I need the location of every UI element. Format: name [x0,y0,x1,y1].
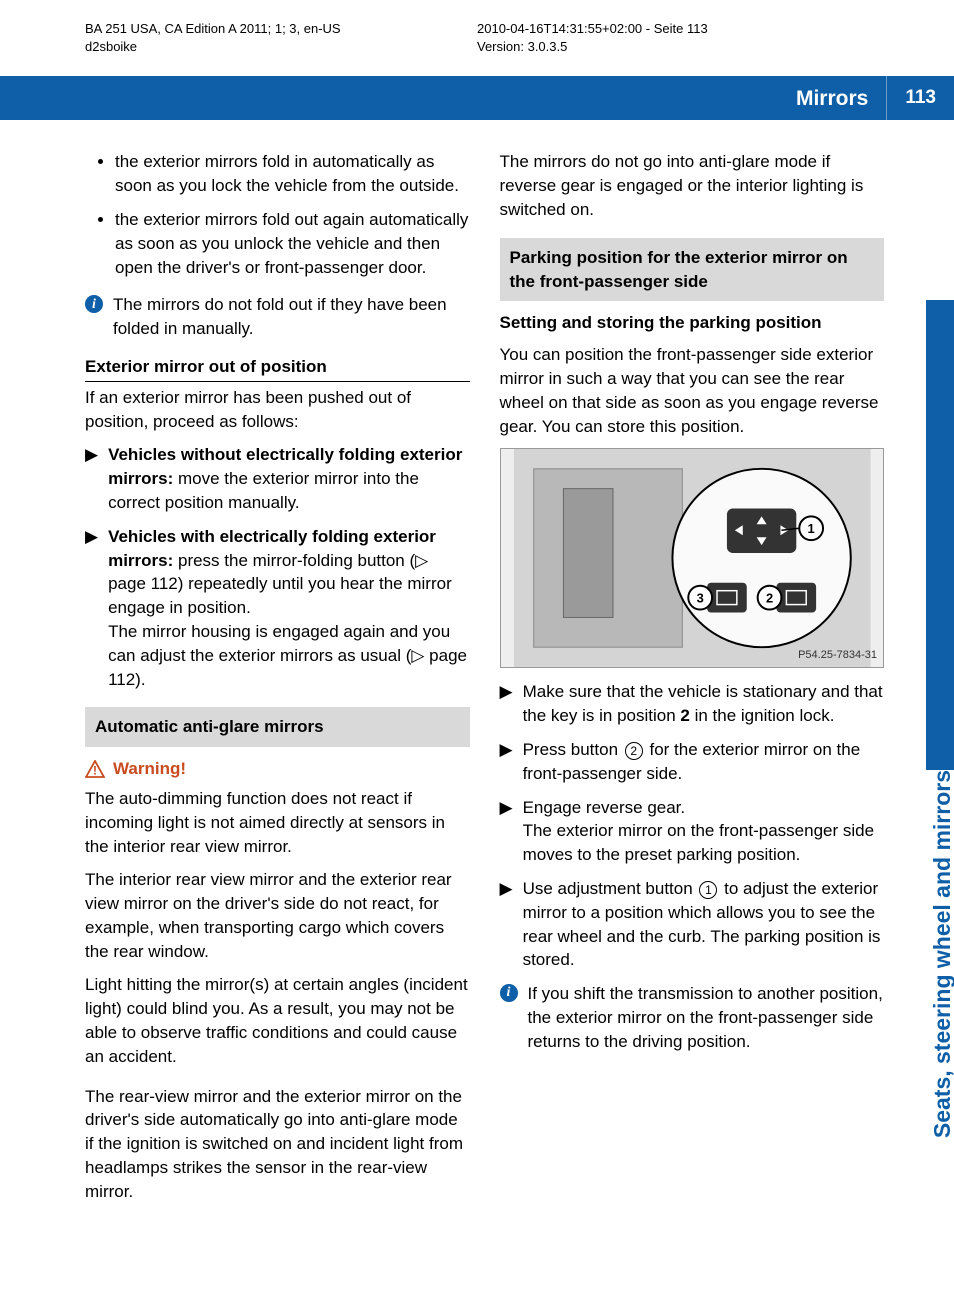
subheading: Setting and storing the parking position [500,311,885,335]
bullet-item: the exterior mirrors fold out again auto… [115,208,470,279]
page-header: Mirrors 113 [0,76,954,120]
triangle-icon: ▶ [500,796,513,867]
step-rest: press the mirror-folding button (▷ page … [108,551,467,689]
triangle-icon: ▶ [500,877,513,972]
info-text: The mirrors do not fold out if they have… [113,293,470,341]
step-text: Make sure that the vehicle is stationary… [523,680,884,728]
right-column: The mirrors do not go into anti-glare mo… [500,150,885,1213]
paragraph: The mirrors do not go into anti-glare mo… [500,150,885,221]
warning-header: ! Warning! [85,757,470,781]
info-icon: i [500,984,518,1002]
triangle-icon: ▶ [85,525,98,692]
step-item: ▶ Vehicles with electrically folding ext… [85,525,470,692]
info-note: i The mirrors do not fold out if they ha… [85,293,470,341]
bullet-list: the exterior mirrors fold in automatical… [85,150,470,279]
meta-r2: Version: 3.0.3.5 [477,38,869,56]
step-text: Engage reverse gear. The exterior mirror… [523,796,884,867]
step-item: ▶ Use adjustment button 1 to adjust the … [500,877,885,972]
t: 2 [680,706,689,725]
circled-num: 1 [699,881,717,899]
paragraph: Light hitting the mirror(s) at certain a… [85,973,470,1068]
svg-text:!: ! [93,764,97,778]
section-box: Parking position for the exterior mirror… [500,238,885,302]
content-columns: the exterior mirrors fold in automatical… [0,120,954,1213]
svg-text:2: 2 [765,591,772,606]
warning-label: Warning! [113,757,186,781]
bullet-item: the exterior mirrors fold in automatical… [115,150,470,198]
heading: Exterior mirror out of position [85,355,470,382]
meta-header: BA 251 USA, CA Edition A 2011; 1; 3, en-… [0,0,954,64]
triangle-icon: ▶ [85,443,98,514]
paragraph: The rear-view mirror and the exterior mi… [85,1085,470,1204]
step-item: ▶ Engage reverse gear. The exterior mirr… [500,796,885,867]
figure-ref: P54.25-7834-31 [798,648,877,663]
t: in the ignition lock. [690,706,835,725]
paragraph: The interior rear view mirror and the ex… [85,868,470,963]
triangle-icon: ▶ [500,738,513,786]
side-tab [926,300,954,770]
step-item: ▶ Make sure that the vehicle is stationa… [500,680,885,728]
step-text: Vehicles without electrically folding ex… [108,443,469,514]
t: Use adjustment button [523,879,698,898]
warning-icon: ! [85,760,105,778]
side-label: Seats, steering wheel and mirrors [926,770,954,1138]
info-text: If you shift the transmission to another… [528,982,885,1053]
step-item: ▶ Press button 2 for the exterior mirror… [500,738,885,786]
figure-svg: 1 3 2 [501,449,884,667]
svg-text:1: 1 [807,522,814,537]
left-column: the exterior mirrors fold in automatical… [85,150,470,1213]
info-icon: i [85,295,103,313]
paragraph: If an exterior mirror has been pushed ou… [85,386,470,434]
meta-l1: BA 251 USA, CA Edition A 2011; 1; 3, en-… [85,20,477,38]
circled-num: 2 [625,742,643,760]
triangle-icon: ▶ [500,680,513,728]
step-text: Press button 2 for the exterior mirror o… [523,738,884,786]
step-text: Vehicles with electrically folding exter… [108,525,469,692]
section-box: Automatic anti-glare mirrors [85,707,470,747]
page-number: 113 [886,76,954,120]
step-text: Use adjustment button 1 to adjust the ex… [523,877,884,972]
paragraph: The auto-dimming function does not react… [85,787,470,858]
step-item: ▶ Vehicles without electrically folding … [85,443,470,514]
step-list: ▶ Make sure that the vehicle is stationa… [500,680,885,972]
info-note: i If you shift the transmission to anoth… [500,982,885,1053]
figure: 1 3 2 P54.25-7834-31 [500,448,885,668]
step-list: ▶ Vehicles without electrically folding … [85,443,470,691]
t: Press button [523,740,623,759]
svg-text:3: 3 [696,591,703,606]
meta-right: 2010-04-16T14:31:55+02:00 - Seite 113 Ve… [477,20,869,56]
paragraph: You can position the front-passenger sid… [500,343,885,438]
meta-l2: d2sboike [85,38,477,56]
page-title: Mirrors [796,84,868,113]
meta-r1: 2010-04-16T14:31:55+02:00 - Seite 113 [477,20,869,38]
meta-left: BA 251 USA, CA Edition A 2011; 1; 3, en-… [85,20,477,56]
